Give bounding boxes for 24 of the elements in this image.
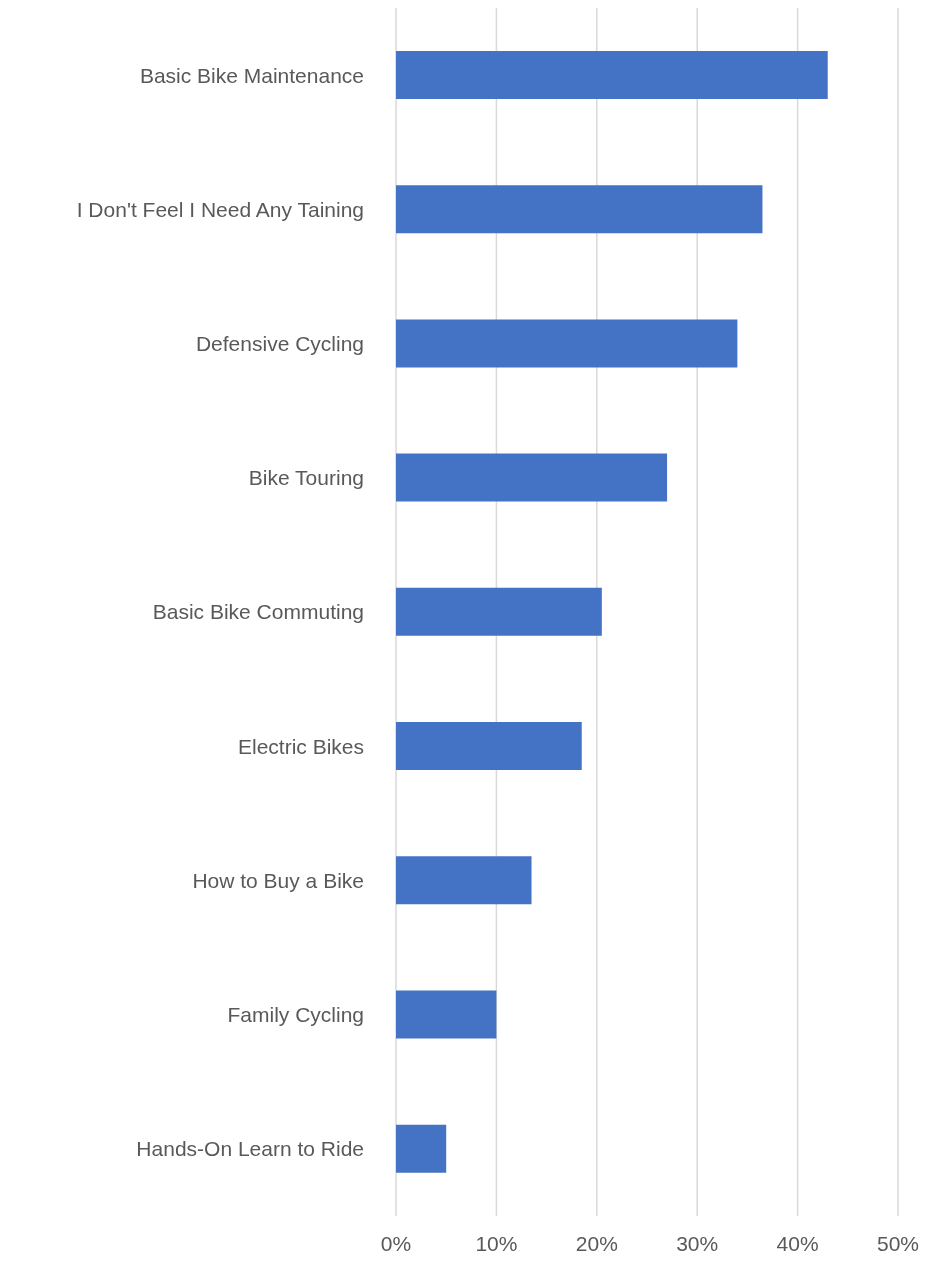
y-tick-label: Electric Bikes bbox=[237, 734, 364, 758]
bar bbox=[396, 587, 602, 636]
bar bbox=[396, 185, 763, 234]
bar bbox=[396, 453, 668, 502]
x-tick-label: 30% bbox=[676, 1231, 719, 1255]
bar bbox=[396, 319, 738, 368]
y-tick-label: Hands-On Learn to Ride bbox=[136, 1137, 364, 1161]
x-tick-label: 20% bbox=[575, 1231, 618, 1255]
y-tick-label: Bike Touring bbox=[248, 466, 364, 490]
y-tick-label: Family Cycling bbox=[227, 1003, 364, 1027]
x-tick-label: 40% bbox=[776, 1231, 819, 1255]
y-tick-label: I Don't Feel I Need Any Taining bbox=[76, 197, 364, 221]
bar bbox=[396, 990, 497, 1039]
bar bbox=[396, 722, 582, 771]
y-tick-label: How to Buy a Bike bbox=[192, 868, 364, 892]
y-tick-label: Defensive Cycling bbox=[195, 332, 364, 356]
bar bbox=[396, 50, 828, 99]
y-tick-label: Basic Bike Commuting bbox=[152, 600, 364, 624]
bar bbox=[396, 1124, 447, 1173]
bar bbox=[396, 856, 532, 905]
x-tick-label: 10% bbox=[475, 1231, 518, 1255]
x-tick-label: 0% bbox=[380, 1231, 412, 1255]
x-tick-label: 50% bbox=[876, 1231, 920, 1255]
y-tick-label: Basic Bike Maintenance bbox=[139, 63, 364, 87]
